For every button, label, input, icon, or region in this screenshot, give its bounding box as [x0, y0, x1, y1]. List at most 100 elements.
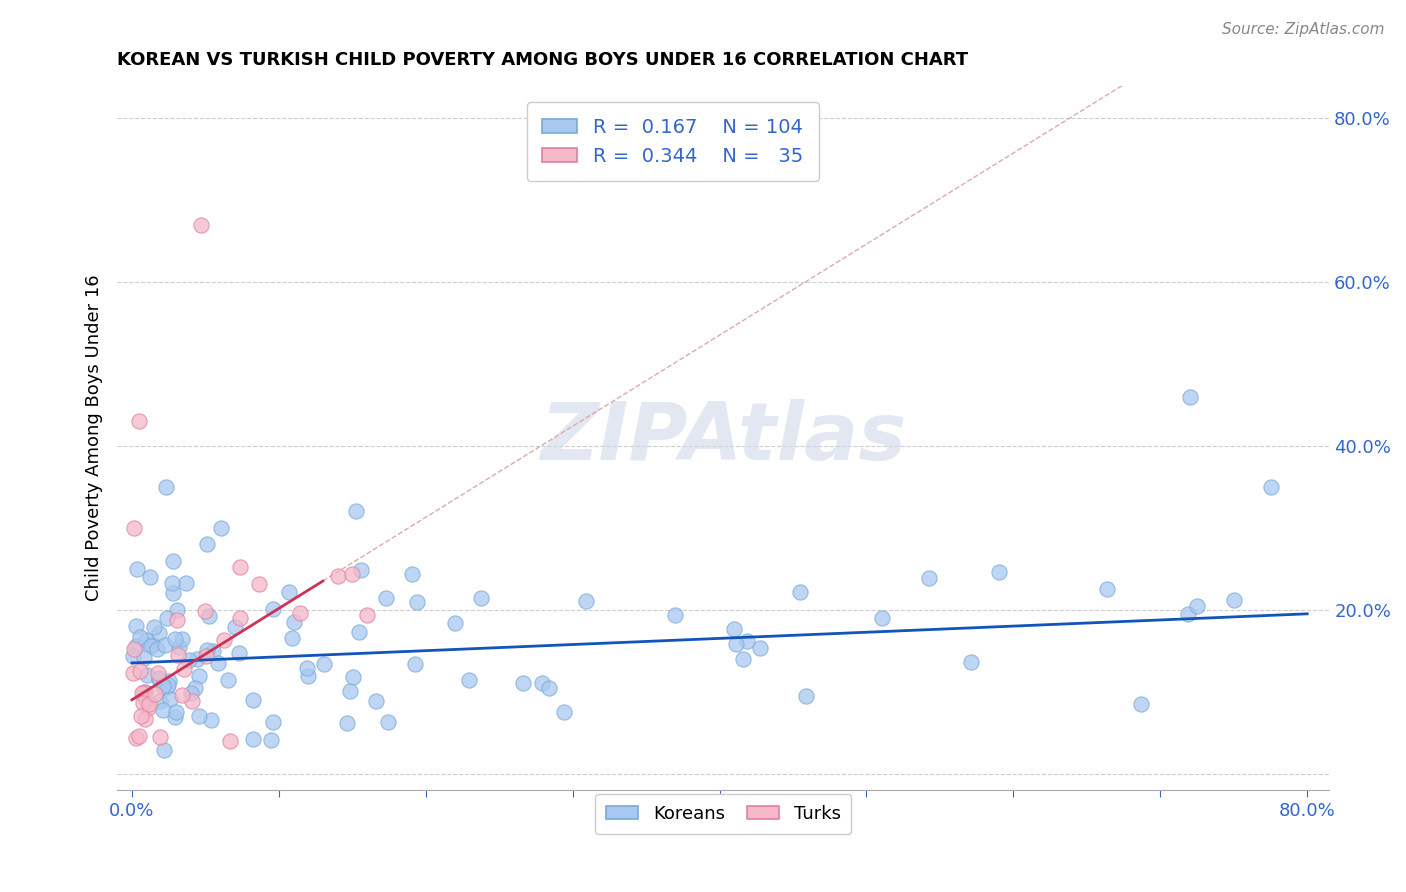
Point [132, 651, 155, 665]
Point [125, 562, 148, 576]
Point [129, 630, 152, 644]
Point [195, 643, 218, 657]
Text: Source: ZipAtlas.com: Source: ZipAtlas.com [1222, 22, 1385, 37]
Point [342, 670, 364, 684]
Point [132, 684, 155, 698]
Point [122, 648, 145, 663]
Point [162, 586, 184, 600]
Point [138, 697, 160, 711]
Point [162, 553, 184, 567]
Point [229, 611, 252, 625]
Point [344, 504, 367, 518]
Point [125, 639, 148, 653]
Point [575, 594, 598, 608]
Point [377, 715, 399, 730]
Point [356, 608, 378, 623]
Point [789, 584, 811, 599]
Point [145, 686, 167, 700]
Point [725, 637, 748, 651]
Point [141, 638, 163, 652]
Point [207, 656, 229, 670]
Point [349, 625, 371, 640]
Point [165, 632, 187, 646]
Point [187, 668, 209, 682]
Point [988, 565, 1011, 579]
Point [749, 641, 772, 656]
Point [870, 611, 893, 625]
Point [242, 692, 264, 706]
Point [335, 716, 357, 731]
Point [444, 616, 467, 631]
Point [134, 684, 156, 698]
Point [129, 664, 152, 678]
Point [197, 537, 219, 551]
Point [146, 642, 169, 657]
Point [149, 730, 172, 744]
Point [262, 714, 284, 729]
Point [174, 576, 197, 591]
Point [129, 709, 152, 723]
Point [283, 615, 305, 629]
Point [122, 666, 145, 681]
Point [132, 696, 155, 710]
Point [155, 480, 177, 494]
Point [531, 675, 554, 690]
Point [138, 701, 160, 715]
Point [404, 657, 426, 671]
Point [152, 703, 174, 717]
Point [148, 626, 170, 640]
Point [401, 567, 423, 582]
Point [375, 591, 398, 605]
Point [735, 634, 758, 648]
Point [166, 603, 188, 617]
Point [1178, 390, 1201, 404]
Text: ZIPAtlas: ZIPAtlas [540, 399, 907, 476]
Point [180, 685, 202, 699]
Point [1130, 698, 1153, 712]
Point [1187, 599, 1209, 613]
Point [139, 639, 162, 653]
Point [288, 606, 311, 620]
Point [260, 732, 283, 747]
Point [152, 679, 174, 693]
Point [197, 608, 219, 623]
Point [200, 713, 222, 727]
Point [794, 690, 817, 704]
Point [167, 648, 190, 663]
Point [135, 633, 157, 648]
Point [173, 662, 195, 676]
Point [170, 688, 193, 702]
Point [156, 678, 179, 692]
Point [165, 709, 187, 723]
Point [146, 666, 169, 681]
Point [156, 680, 179, 694]
Legend: Koreans, Turks: Koreans, Turks [595, 794, 852, 834]
Point [1223, 592, 1246, 607]
Point [723, 622, 745, 636]
Point [122, 521, 145, 535]
Point [134, 690, 156, 705]
Point [470, 591, 492, 606]
Point [181, 694, 204, 708]
Point [190, 218, 212, 232]
Point [350, 563, 373, 577]
Point [326, 569, 349, 583]
Point [153, 742, 176, 756]
Point [194, 648, 217, 663]
Point [918, 571, 941, 585]
Point [664, 607, 686, 622]
Point [538, 681, 561, 695]
Point [339, 684, 361, 698]
Point [229, 559, 252, 574]
Point [139, 570, 162, 584]
Point [406, 595, 429, 609]
Text: KOREAN VS TURKISH CHILD POVERTY AMONG BOYS UNDER 16 CORRELATION CHART: KOREAN VS TURKISH CHILD POVERTY AMONG BO… [117, 51, 969, 69]
Point [297, 669, 319, 683]
Point [262, 602, 284, 616]
Point [242, 731, 264, 746]
Point [125, 731, 148, 745]
Point [160, 575, 183, 590]
Point [131, 686, 153, 700]
Point [733, 652, 755, 666]
Y-axis label: Child Poverty Among Boys Under 16: Child Poverty Among Boys Under 16 [86, 275, 103, 601]
